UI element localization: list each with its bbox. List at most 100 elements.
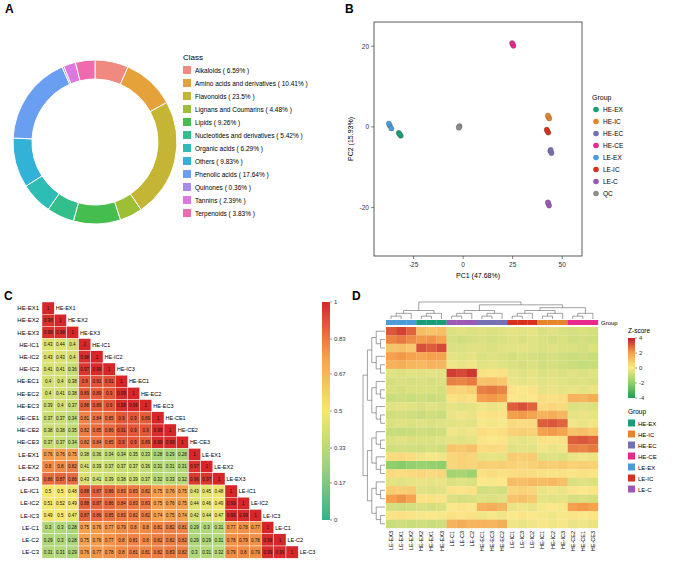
colorbar-tick <box>330 482 332 483</box>
corr-cell <box>91 351 103 363</box>
cell-label: 0.77 <box>93 550 102 555</box>
corr-cell <box>66 412 78 424</box>
heatmap-cell <box>386 335 396 344</box>
cell-label: 0.9 <box>106 403 113 408</box>
group-bar <box>497 320 507 325</box>
heatmap-cell <box>447 402 457 411</box>
heatmap-cell <box>447 478 457 487</box>
corr-cell <box>152 473 164 485</box>
heatmap-cell <box>497 495 507 504</box>
heatmap-cell <box>477 436 487 445</box>
corr-cell <box>115 473 127 485</box>
cell-label: 0.44 <box>56 342 65 347</box>
col-label: HE-IC3 <box>560 531 566 549</box>
dendro-line <box>381 465 385 466</box>
cell-label: 0.75 <box>166 513 175 518</box>
legend-swatch <box>183 209 191 217</box>
corr-cell <box>164 461 176 473</box>
legend-swatch <box>183 105 191 113</box>
cell-label: 0.85 <box>93 428 102 433</box>
corr-cell <box>79 546 91 558</box>
dendro-line <box>376 444 380 445</box>
group-bar <box>487 320 497 325</box>
heatmap-cell <box>487 386 497 395</box>
heatmap-cell <box>568 411 578 420</box>
heatmap-cell <box>537 495 547 504</box>
colorbar-tick <box>330 448 332 449</box>
cell-label: 0.37 <box>44 416 53 421</box>
corr-cell <box>42 546 54 558</box>
corr-cell <box>115 509 127 521</box>
heatmap-cell <box>537 327 547 336</box>
heatmap-cell <box>568 469 578 478</box>
heatmap-cell <box>447 344 457 353</box>
donut-slice <box>13 67 70 139</box>
cell-label: 0.98 <box>44 318 53 323</box>
legend-label: LE-IC <box>638 476 654 482</box>
legend-label: Amino acids and derivatives ( 10.41% ) <box>195 80 308 88</box>
dendro-line <box>522 316 523 319</box>
point <box>545 113 550 118</box>
cell-label: 1 <box>120 379 123 384</box>
heatmap-cell <box>396 369 406 378</box>
corr-cell <box>42 375 54 387</box>
dendro-line <box>376 519 380 520</box>
corr-cell <box>54 546 66 558</box>
diag-label: HE-CE3 <box>190 439 210 445</box>
cell-label: 1 <box>181 440 184 445</box>
corr-cell <box>42 448 54 460</box>
cell-label: 0.47 <box>215 513 224 518</box>
corr-cell <box>79 461 91 473</box>
corr-cell <box>225 509 237 521</box>
heatmap-cell <box>416 386 426 395</box>
dendro-line <box>381 347 385 348</box>
corr-cell <box>115 387 127 399</box>
heatmap-cell <box>517 361 527 370</box>
dendro-line <box>381 515 385 516</box>
heatmap-cell <box>436 377 446 386</box>
heatmap-cell <box>568 520 578 529</box>
col-label: LE-EX2 <box>408 531 414 550</box>
corr-cell <box>127 534 139 546</box>
dendro-line <box>421 316 422 319</box>
corr-cell <box>103 412 115 424</box>
cell-label: 0.8 <box>118 550 125 555</box>
corr-cell <box>249 522 261 534</box>
heatmap-cell <box>558 335 568 344</box>
heatmap-cell <box>386 361 396 370</box>
diag-label: LE-C3 <box>300 549 316 555</box>
dendro-line <box>376 406 385 407</box>
dendro-line <box>381 473 385 474</box>
corr-cell <box>115 497 127 509</box>
corr-cell <box>262 546 274 558</box>
legend-swatch <box>183 157 191 165</box>
corr-cell <box>140 497 152 509</box>
heatmap-cell <box>497 478 507 487</box>
points <box>386 40 554 208</box>
donut-slice <box>120 67 167 112</box>
heatmap-cell <box>386 369 396 378</box>
cell-label: 0.99 <box>276 550 285 555</box>
heatmap-cell <box>406 327 416 336</box>
x-tick <box>463 256 464 259</box>
dendro-line <box>372 463 376 464</box>
dendro-line <box>403 311 404 314</box>
row-label: LE-IC2 <box>20 500 39 506</box>
dendro-line <box>396 313 397 316</box>
heatmap-cell <box>537 486 547 495</box>
cell-label: 0.5 <box>57 513 64 518</box>
heatmap-cell <box>406 428 416 437</box>
corr-cell <box>103 400 115 412</box>
corr-cell <box>127 473 139 485</box>
cell-label: 0.83 <box>117 489 126 494</box>
corr-cell <box>66 522 78 534</box>
dendro-line <box>547 313 548 316</box>
heatmap-cell <box>568 453 578 462</box>
corr-cell <box>42 314 54 326</box>
heatmap-cell <box>527 511 537 520</box>
corr-cell <box>91 412 103 424</box>
heatmap-cell <box>517 428 527 437</box>
colorbar-label: 1 <box>334 299 338 305</box>
cell-label: 0.41 <box>56 391 65 396</box>
col-label: HE-EC3 <box>489 531 495 551</box>
